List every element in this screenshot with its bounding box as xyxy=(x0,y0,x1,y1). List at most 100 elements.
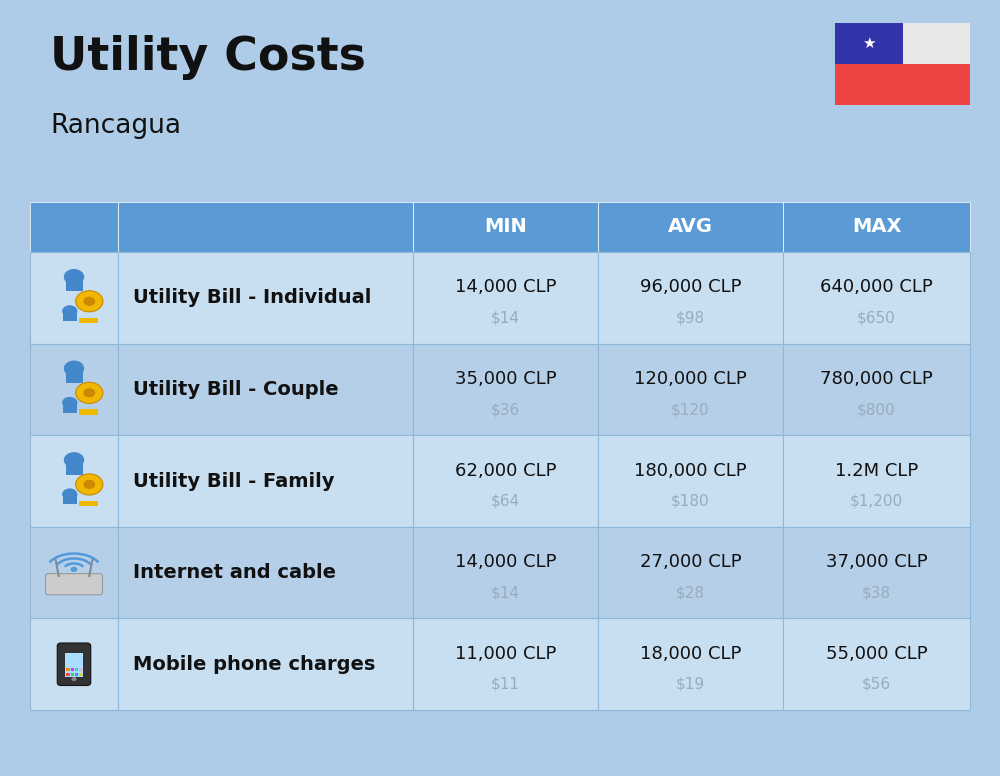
Text: Utility Costs: Utility Costs xyxy=(50,35,366,80)
FancyBboxPatch shape xyxy=(783,202,970,252)
Text: $19: $19 xyxy=(676,677,705,692)
FancyBboxPatch shape xyxy=(118,202,413,252)
FancyBboxPatch shape xyxy=(413,435,598,527)
FancyBboxPatch shape xyxy=(835,64,970,105)
Text: 27,000 CLP: 27,000 CLP xyxy=(640,553,741,571)
Circle shape xyxy=(76,474,103,495)
Text: $11: $11 xyxy=(491,677,520,692)
FancyBboxPatch shape xyxy=(75,668,78,671)
Text: AVG: AVG xyxy=(668,217,713,237)
FancyBboxPatch shape xyxy=(598,252,783,344)
FancyBboxPatch shape xyxy=(598,618,783,710)
FancyBboxPatch shape xyxy=(46,573,103,594)
FancyBboxPatch shape xyxy=(783,618,970,710)
Circle shape xyxy=(71,677,77,681)
Circle shape xyxy=(83,296,95,306)
Text: 180,000 CLP: 180,000 CLP xyxy=(634,462,747,480)
Text: 14,000 CLP: 14,000 CLP xyxy=(455,279,556,296)
Circle shape xyxy=(64,269,84,285)
FancyBboxPatch shape xyxy=(413,202,598,252)
FancyBboxPatch shape xyxy=(598,527,783,618)
FancyBboxPatch shape xyxy=(79,673,82,676)
Text: 35,000 CLP: 35,000 CLP xyxy=(455,370,556,388)
Circle shape xyxy=(83,388,95,397)
FancyBboxPatch shape xyxy=(71,668,74,671)
FancyBboxPatch shape xyxy=(598,435,783,527)
FancyBboxPatch shape xyxy=(65,653,83,677)
FancyBboxPatch shape xyxy=(118,344,413,435)
Text: 55,000 CLP: 55,000 CLP xyxy=(826,645,927,663)
Text: MIN: MIN xyxy=(484,217,527,237)
FancyBboxPatch shape xyxy=(598,202,783,252)
FancyBboxPatch shape xyxy=(413,252,598,344)
Text: 96,000 CLP: 96,000 CLP xyxy=(640,279,741,296)
Text: $14: $14 xyxy=(491,310,520,326)
Text: $64: $64 xyxy=(491,494,520,509)
FancyBboxPatch shape xyxy=(902,23,970,64)
FancyBboxPatch shape xyxy=(30,527,118,618)
Text: $650: $650 xyxy=(857,310,896,326)
FancyBboxPatch shape xyxy=(75,673,78,676)
FancyBboxPatch shape xyxy=(66,369,82,383)
FancyBboxPatch shape xyxy=(118,435,413,527)
FancyBboxPatch shape xyxy=(30,435,118,527)
Text: 62,000 CLP: 62,000 CLP xyxy=(455,462,556,480)
FancyBboxPatch shape xyxy=(30,202,118,252)
FancyBboxPatch shape xyxy=(66,673,70,676)
FancyBboxPatch shape xyxy=(783,435,970,527)
Text: Utility Bill - Couple: Utility Bill - Couple xyxy=(133,380,339,399)
FancyBboxPatch shape xyxy=(413,618,598,710)
FancyBboxPatch shape xyxy=(79,501,98,506)
Text: $56: $56 xyxy=(862,677,891,692)
Text: 640,000 CLP: 640,000 CLP xyxy=(820,279,933,296)
Circle shape xyxy=(62,397,77,409)
FancyBboxPatch shape xyxy=(63,494,77,504)
Circle shape xyxy=(64,452,84,468)
Text: $36: $36 xyxy=(491,402,520,417)
FancyBboxPatch shape xyxy=(598,344,783,435)
Text: 1.2M CLP: 1.2M CLP xyxy=(835,462,918,480)
FancyBboxPatch shape xyxy=(66,460,82,474)
FancyBboxPatch shape xyxy=(63,310,77,321)
Circle shape xyxy=(62,488,77,501)
FancyBboxPatch shape xyxy=(79,317,98,323)
FancyBboxPatch shape xyxy=(118,252,413,344)
Circle shape xyxy=(71,566,77,572)
Text: $28: $28 xyxy=(676,585,705,601)
Text: 14,000 CLP: 14,000 CLP xyxy=(455,553,556,571)
Text: Rancagua: Rancagua xyxy=(50,113,181,139)
FancyBboxPatch shape xyxy=(783,344,970,435)
Text: Utility Bill - Individual: Utility Bill - Individual xyxy=(133,289,371,307)
Text: 18,000 CLP: 18,000 CLP xyxy=(640,645,741,663)
FancyBboxPatch shape xyxy=(66,668,70,671)
Text: 37,000 CLP: 37,000 CLP xyxy=(826,553,927,571)
FancyBboxPatch shape xyxy=(30,618,118,710)
Text: $38: $38 xyxy=(862,585,891,601)
FancyBboxPatch shape xyxy=(783,252,970,344)
FancyBboxPatch shape xyxy=(413,344,598,435)
Text: $98: $98 xyxy=(676,310,705,326)
FancyBboxPatch shape xyxy=(63,402,77,413)
Text: 780,000 CLP: 780,000 CLP xyxy=(820,370,933,388)
Text: $800: $800 xyxy=(857,402,896,417)
Text: Utility Bill - Family: Utility Bill - Family xyxy=(133,472,334,490)
FancyBboxPatch shape xyxy=(413,527,598,618)
Text: 120,000 CLP: 120,000 CLP xyxy=(634,370,747,388)
FancyBboxPatch shape xyxy=(118,618,413,710)
Text: Mobile phone charges: Mobile phone charges xyxy=(133,655,375,674)
Text: Internet and cable: Internet and cable xyxy=(133,563,336,582)
FancyBboxPatch shape xyxy=(66,277,82,291)
FancyBboxPatch shape xyxy=(57,643,91,685)
Circle shape xyxy=(83,480,95,489)
FancyBboxPatch shape xyxy=(79,410,98,414)
FancyBboxPatch shape xyxy=(30,344,118,435)
Text: MAX: MAX xyxy=(852,217,901,237)
FancyBboxPatch shape xyxy=(783,527,970,618)
Text: $1,200: $1,200 xyxy=(850,494,903,509)
Text: 11,000 CLP: 11,000 CLP xyxy=(455,645,556,663)
FancyBboxPatch shape xyxy=(835,23,902,64)
Text: $180: $180 xyxy=(671,494,710,509)
Text: $14: $14 xyxy=(491,585,520,601)
Circle shape xyxy=(62,305,77,317)
Text: $120: $120 xyxy=(671,402,710,417)
